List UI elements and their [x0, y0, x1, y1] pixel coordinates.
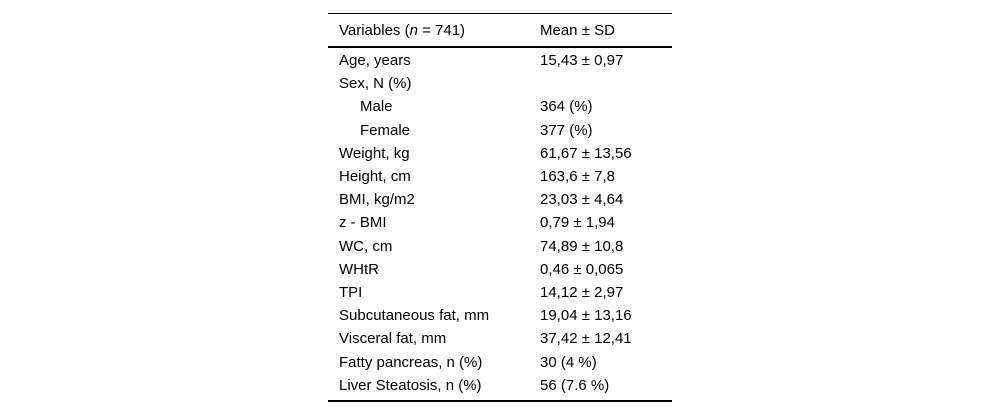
table-row: Weight, kg 61,67 ± 13,56: [328, 142, 672, 165]
table-row: TPI 14,12 ± 2,97: [328, 281, 672, 304]
table-body: Age, years 15,43 ± 0,97 Sex, N (%) Male …: [328, 48, 672, 400]
row-label: Sex, N (%): [339, 76, 412, 92]
header-mean-sd: Mean ± SD: [540, 21, 615, 39]
header-variables: Variables (n = 741): [328, 23, 540, 38]
row-label: Male: [360, 99, 393, 115]
table-row: Sex, N (%): [328, 72, 672, 95]
table-row: WC, cm 74,89 ± 10,8: [328, 235, 672, 258]
header-variables-suffix: = 741): [417, 22, 466, 38]
table-header-row: Variables (n = 741) Mean ± SD: [328, 14, 672, 48]
row-label: Liver Steatosis, n (%): [339, 377, 482, 393]
row-label: Visceral fat, mm: [339, 331, 447, 347]
row-label: WC, cm: [339, 238, 393, 254]
table-row: Subcutaneous fat, mm 19,04 ± 13,16: [328, 304, 672, 327]
row-value: 377 (%): [540, 121, 593, 139]
table-row: z - BMI 0,79 ± 1,94: [328, 211, 672, 234]
row-value: 56 (7.6 %): [540, 376, 610, 394]
header-variables-n: n: [409, 22, 418, 38]
row-value: 364 (%): [540, 98, 593, 116]
row-value: 15,43 ± 0,97: [540, 52, 624, 70]
row-label: WHtR: [339, 261, 379, 277]
row-label: z - BMI: [339, 215, 387, 231]
row-label: Subcutaneous fat, mm: [339, 308, 490, 324]
row-value: 37,42 ± 12,41: [540, 330, 632, 348]
row-value: 23,03 ± 4,64: [540, 191, 624, 209]
row-value: 74,89 ± 10,8: [540, 237, 624, 255]
row-label: Age, years: [339, 53, 411, 69]
row-label: TPI: [339, 284, 363, 300]
table-row: Fatty pancreas, n (%) 30 (4 %): [328, 350, 672, 373]
row-value: 61,67 ± 13,56: [540, 144, 632, 162]
table-row: Visceral fat, mm 37,42 ± 12,41: [328, 327, 672, 350]
table-row: Female 377 (%): [328, 119, 672, 142]
row-value: 19,04 ± 13,16: [540, 307, 632, 325]
table-row: BMI, kg/m2 23,03 ± 4,64: [328, 188, 672, 211]
row-value: 14,12 ± 2,97: [540, 283, 624, 301]
table-row: WHtR 0,46 ± 0,065: [328, 258, 672, 281]
row-label: Female: [360, 122, 411, 138]
row-label: Weight, kg: [339, 145, 410, 161]
row-label: BMI, kg/m2: [339, 192, 415, 208]
table-row: Male 364 (%): [328, 95, 672, 118]
row-label: Fatty pancreas, n (%): [339, 354, 483, 370]
header-variables-prefix: Variables (: [339, 22, 410, 38]
row-value: 0,79 ± 1,94: [540, 214, 615, 232]
table-row: Height, cm 163,6 ± 7,8: [328, 165, 672, 188]
row-value: 163,6 ± 7,8: [540, 168, 615, 186]
table-row: Age, years 15,43 ± 0,97: [328, 49, 672, 72]
row-value: 30 (4 %): [540, 353, 597, 371]
row-value: 0,46 ± 0,065: [540, 260, 624, 278]
descriptive-statistics-table: Variables (n = 741) Mean ± SD Age, years…: [328, 13, 672, 402]
row-label: Height, cm: [339, 169, 411, 185]
table-row: Liver Steatosis, n (%) 56 (7.6 %): [328, 374, 672, 397]
